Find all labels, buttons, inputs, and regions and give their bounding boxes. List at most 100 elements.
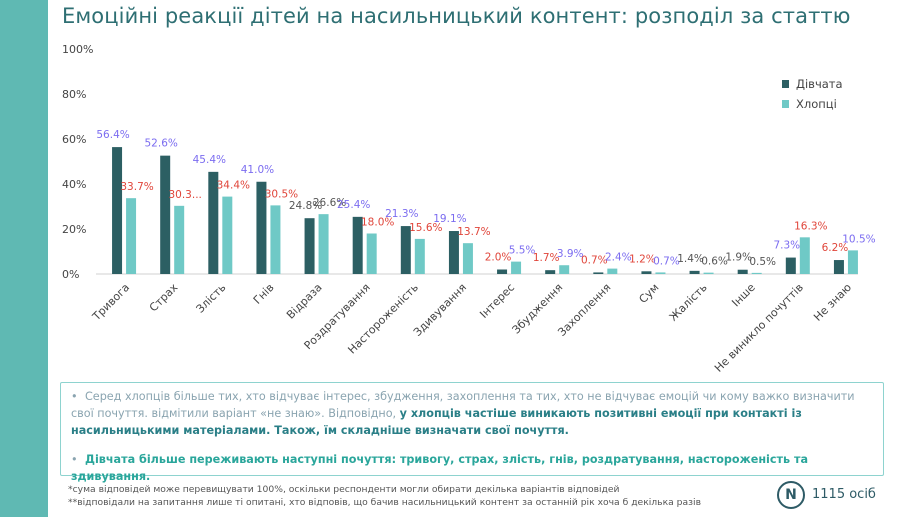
data-label-girls: 1.7% (533, 252, 560, 264)
data-label-boys: 13.7% (457, 226, 490, 238)
data-label-girls: 2.0% (485, 252, 512, 264)
bar-chart: 0% 20% 40% 60% 80% 100% 56.4% 33.7% Тривога 52.6%… (62, 43, 876, 375)
y-tick-label: 0% (62, 268, 79, 281)
bar-boys (607, 268, 618, 274)
y-tick-label: 40% (62, 178, 86, 191)
bar-girls (352, 216, 363, 274)
data-label-girls: 24.8% (289, 200, 322, 212)
data-label-girls: 0.7% (581, 254, 608, 266)
bar-boys (270, 205, 281, 274)
category-label: Злість (194, 281, 229, 316)
legend-label-girls: Дівчата (796, 77, 843, 91)
bar-boys (703, 272, 714, 274)
legend-swatch-boys (782, 100, 789, 108)
legend-label-boys: Хлопці (796, 97, 837, 111)
data-label-boys: 10.5% (842, 233, 875, 245)
bullet-marker: • (71, 453, 78, 466)
footnote-filter: **відповідали на запитання лише ті опита… (68, 497, 701, 508)
data-label-girls: 6.2% (822, 242, 849, 254)
sample-size-text: 1115 осіб (812, 487, 876, 502)
bar-girls (785, 257, 796, 274)
category-label: Сум (636, 281, 661, 306)
footnote-sum: *сума відповідей може перевищувати 100%,… (68, 484, 620, 495)
bar-girls (497, 269, 508, 274)
bar-boys (655, 272, 666, 274)
data-label-boys: 33.7% (120, 181, 153, 193)
data-label-girls: 25.4% (337, 199, 370, 211)
bar-girls (689, 270, 700, 274)
data-label-girls: 1.2% (629, 253, 656, 265)
bar-girls (833, 260, 844, 274)
bar-girls (256, 181, 267, 274)
bar-boys (174, 205, 185, 274)
category-label: Інтерес (477, 281, 517, 321)
data-label-girls: 19.1% (433, 213, 466, 225)
bar-boys (414, 238, 425, 274)
y-tick-label: 20% (62, 223, 86, 236)
bar-boys (751, 272, 762, 274)
data-label-girls: 52.6% (145, 138, 178, 150)
category-label: Не знаю (811, 281, 854, 324)
note-bullet-girls: • Дівчата більше переживають наступні поч… (71, 451, 861, 485)
bar-boys (511, 261, 522, 274)
bar-girls (545, 270, 556, 274)
legend-swatch-girls (782, 80, 789, 88)
bar-boys (222, 196, 233, 274)
data-label-boys: 2.4% (605, 252, 632, 264)
data-label-girls: 56.4% (96, 129, 129, 141)
data-label-boys: 30.3... (168, 189, 201, 201)
category-label: Не виникло почуттів (712, 281, 806, 375)
bar-boys (559, 265, 570, 274)
data-label-boys: 5.5% (509, 245, 536, 257)
category-label: Відраза (284, 281, 325, 322)
category-label: Інше (729, 281, 758, 310)
bar-girls (400, 226, 411, 274)
y-tick-label: 80% (62, 88, 86, 101)
bar-girls (448, 231, 459, 274)
data-label-girls: 41.0% (241, 164, 274, 176)
bar-girls (737, 269, 748, 274)
notes-box: • Серед хлопців більше тих, хто відчуває … (60, 382, 884, 483)
data-label-girls: 1.9% (725, 252, 752, 264)
bar-boys (847, 250, 858, 274)
note-bullet-boys: • Серед хлопців більше тих, хто відчуває … (71, 388, 861, 439)
bar-girls (112, 147, 123, 274)
data-label-boys: 34.4% (217, 180, 250, 192)
data-label-girls: 1.4% (677, 253, 704, 265)
data-label-boys: 16.3% (794, 220, 827, 232)
bar-boys (462, 243, 473, 274)
bar-boys (799, 237, 810, 274)
data-label-boys: 0.6% (701, 256, 728, 268)
data-label-boys: 3.9% (557, 248, 584, 260)
data-label-boys: 15.6% (409, 222, 442, 234)
y-tick-label: 60% (62, 133, 86, 146)
note-boys-highlight: у хлопців частіше виникають позитивні ем… (71, 407, 802, 437)
chart-title: Емоційні реакції дітей на насильницький … (62, 4, 851, 28)
data-label-boys: 30.5% (265, 188, 298, 200)
data-label-girls: 7.3% (773, 240, 800, 252)
y-tick-label: 100% (62, 43, 93, 56)
bar-boys (318, 214, 329, 274)
bar-girls (304, 218, 315, 274)
data-label-boys: 26.6% (313, 197, 346, 209)
data-label-boys: 18.0% (361, 217, 394, 229)
category-label: Жалість (667, 281, 710, 324)
note-girls-text: Дівчата більше переживають наступні почу… (71, 453, 809, 483)
data-label-boys: 0.7% (653, 255, 680, 267)
bar-girls (593, 272, 604, 274)
bullet-marker: • (71, 390, 78, 403)
sample-size-badge: N (777, 481, 805, 509)
bar-girls (160, 155, 171, 274)
slide: Емоційні реакції дітей на насильницький … (48, 0, 907, 517)
data-label-boys: 0.5% (749, 256, 776, 268)
category-label: Гнів (251, 281, 277, 307)
category-label: Тривога (89, 281, 132, 324)
bar-boys (126, 198, 137, 274)
data-label-girls: 45.4% (193, 154, 226, 166)
data-label-girls: 21.3% (385, 208, 418, 220)
bar-girls (208, 171, 219, 274)
bar-boys (366, 233, 377, 274)
category-label: Страх (147, 281, 181, 315)
note-boys-text: Серед хлопців більше тих, хто відчуває і… (71, 390, 855, 420)
bar-girls (641, 271, 652, 274)
